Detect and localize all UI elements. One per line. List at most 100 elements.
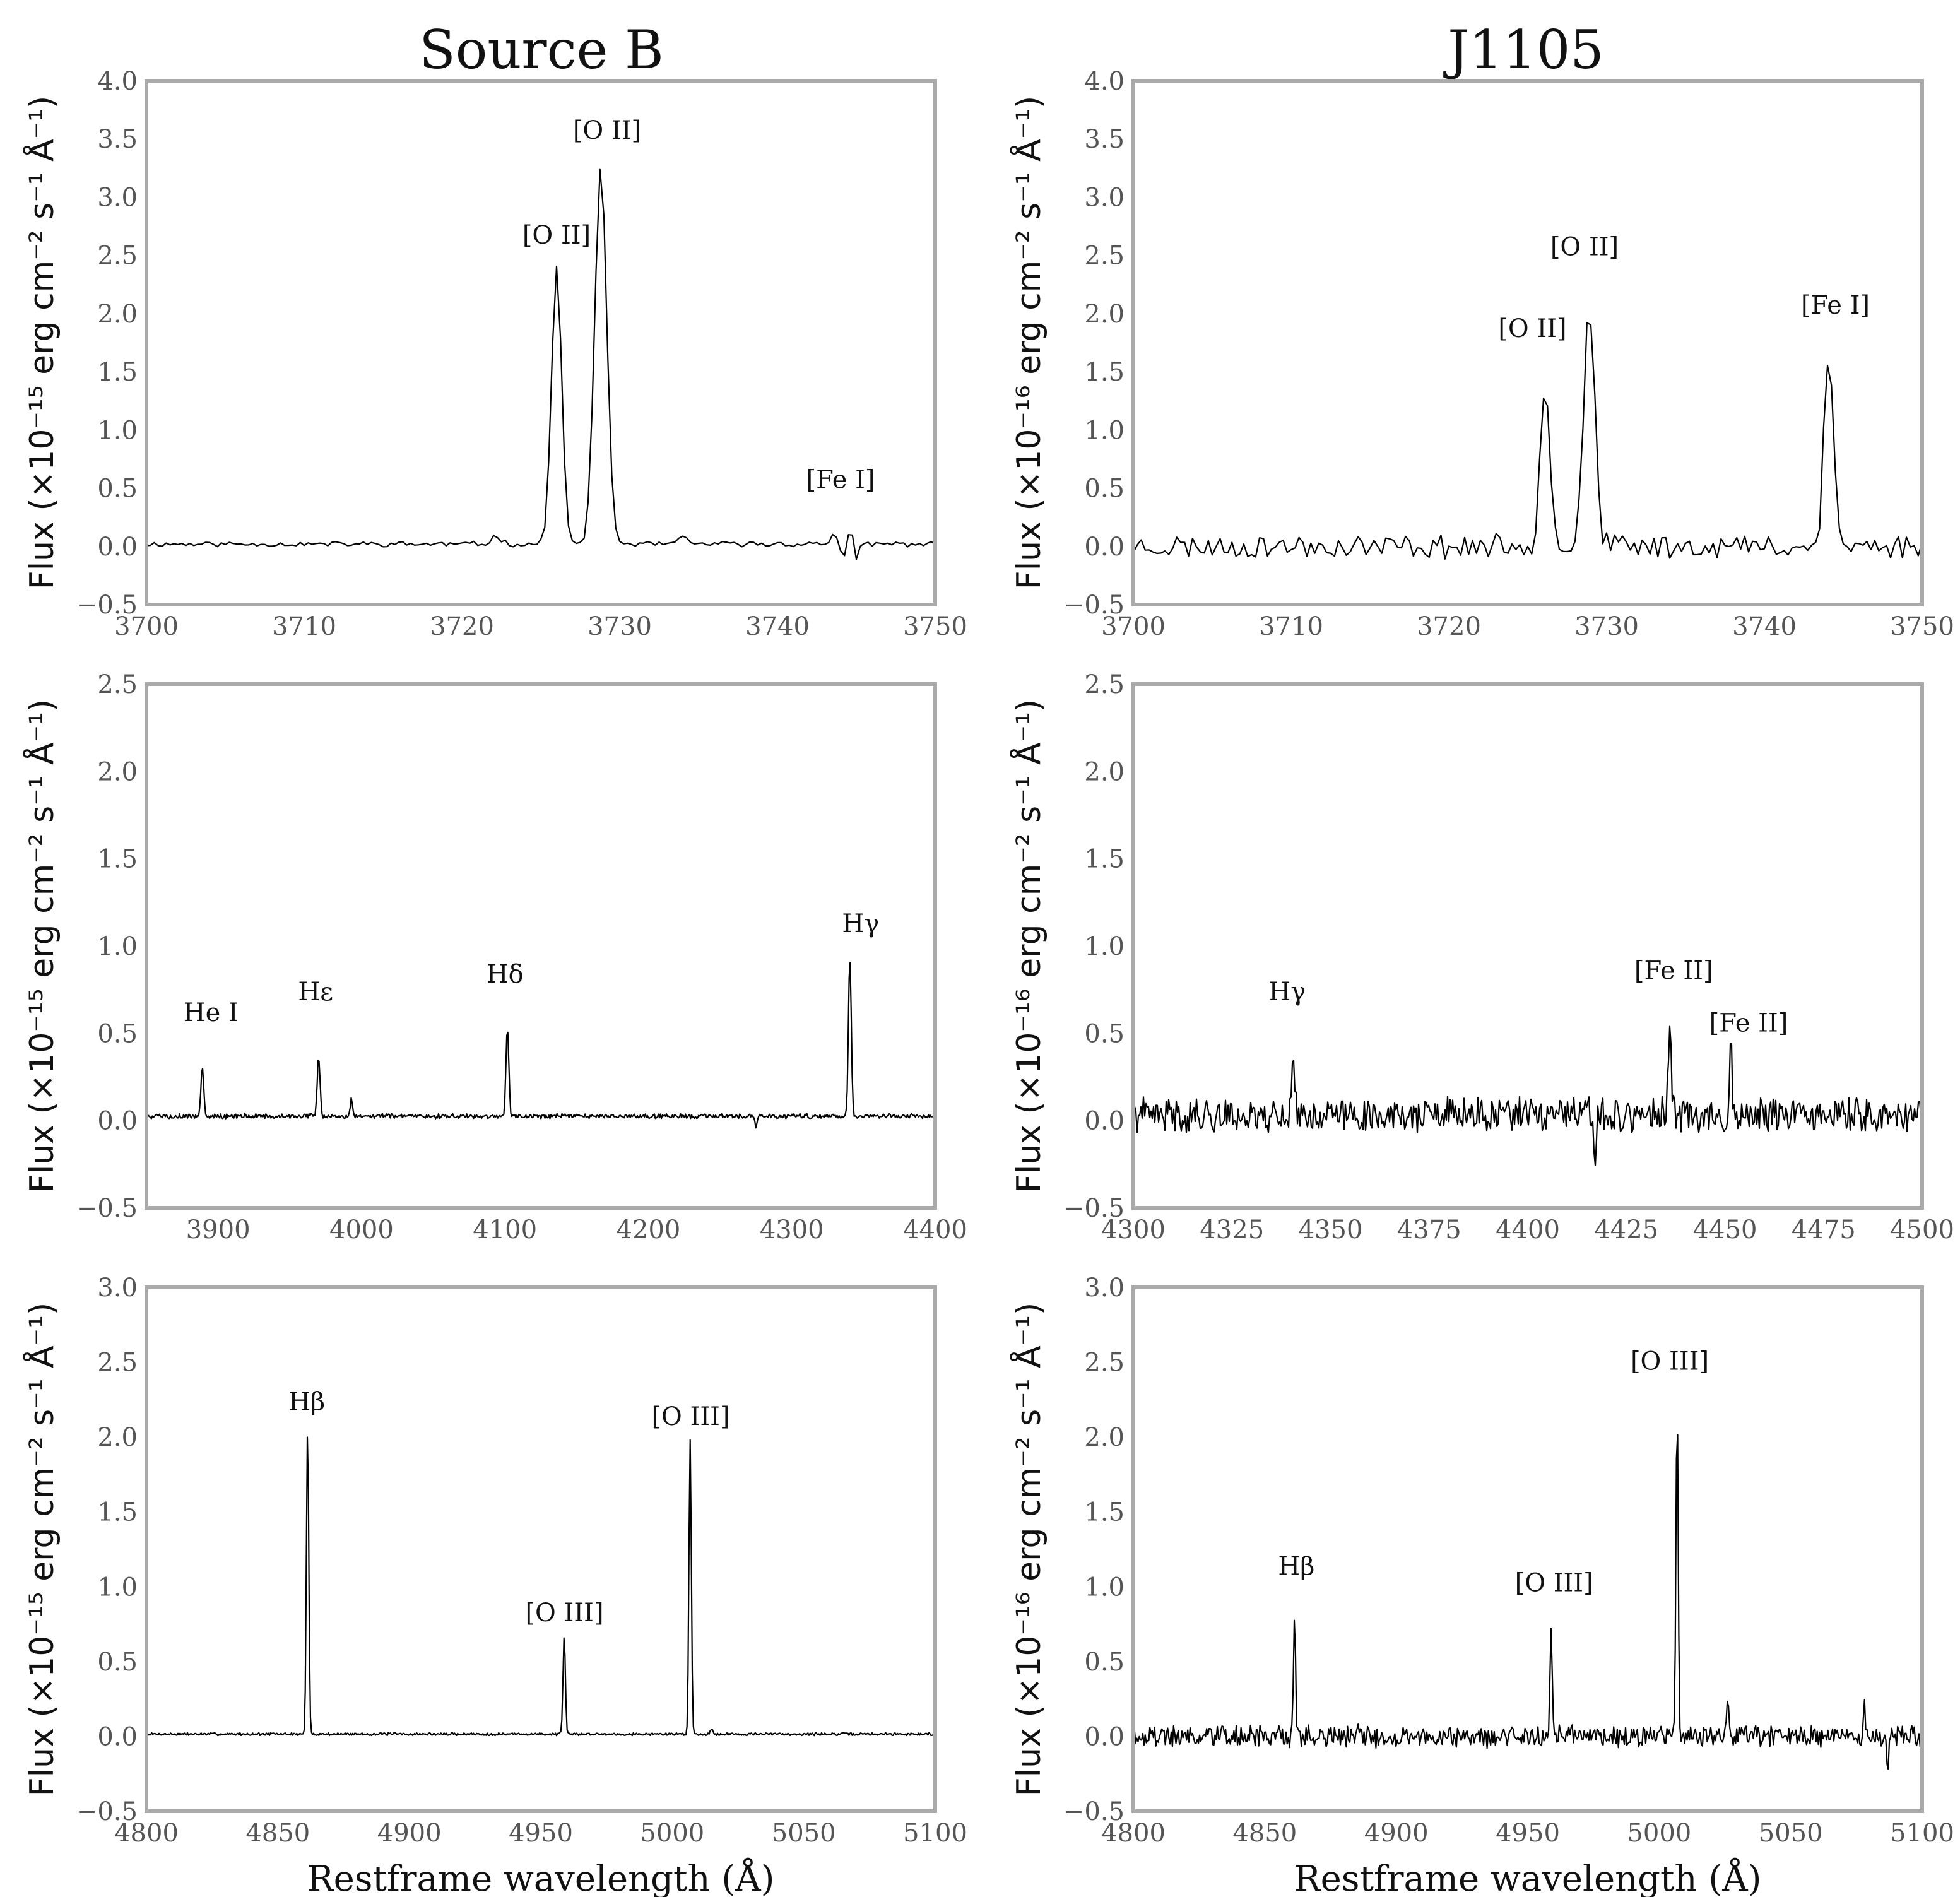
y-axis-label: Flux (×10⁻¹⁵ erg cm⁻² s⁻¹ Å⁻¹) bbox=[22, 96, 61, 589]
x-tick-label: 4300 bbox=[760, 1215, 824, 1244]
line-annotation: [O III] bbox=[1515, 1568, 1593, 1597]
y-tick-label: 1.0 bbox=[97, 1573, 138, 1602]
panel-4: −0.5 0.0 0.5 1.0 1.5 2.0 2.5 3.0 4800 4850 4900 495… bbox=[22, 1274, 967, 1897]
x-tick-label: 3710 bbox=[1259, 612, 1323, 641]
line-annotation: Hβ bbox=[1278, 1552, 1314, 1581]
y-tick-label: 2.5 bbox=[1084, 1349, 1125, 1378]
y-axis-label: Flux (×10⁻¹⁶ erg cm⁻² s⁻¹ Å⁻¹) bbox=[1009, 699, 1048, 1193]
spectrum-line bbox=[1133, 1434, 1922, 1770]
line-annotation: [Fe I] bbox=[806, 466, 875, 495]
panels-group: −0.5 0.0 0.5 1.0 1.5 2.0 2.5 3.0 3.5 4.0 3700 3710 3… bbox=[22, 67, 1954, 1897]
x-tick-label: 4450 bbox=[1693, 1215, 1757, 1244]
panel-5: −0.5 0.0 0.5 1.0 1.5 2.0 2.5 3.0 4800 4850 4900 495… bbox=[1009, 1274, 1954, 1897]
x-tick-label: 3740 bbox=[1732, 612, 1797, 641]
y-tick-label: 0.5 bbox=[97, 1019, 138, 1048]
y-tick-label: 2.5 bbox=[97, 242, 138, 271]
panel-frame bbox=[145, 682, 937, 1210]
x-tick-label: 3720 bbox=[430, 612, 494, 641]
y-tick-label: 0.0 bbox=[1084, 1107, 1125, 1136]
panel-3: −0.5 0.0 0.5 1.0 1.5 2.0 2.5 4300 4325 4350 4375 44… bbox=[1009, 670, 1954, 1244]
y-tick-label: 1.0 bbox=[97, 932, 138, 961]
line-annotation: [Fe II] bbox=[1709, 1009, 1788, 1038]
y-tick-label: 1.0 bbox=[1084, 1573, 1125, 1602]
x-tick-label: 4400 bbox=[1496, 1215, 1560, 1244]
x-tick-label: 4850 bbox=[1232, 1819, 1297, 1848]
y-tick-label: 3.5 bbox=[1084, 125, 1125, 154]
spectrum-line bbox=[146, 961, 935, 1129]
x-tick-label: 3750 bbox=[1890, 612, 1954, 641]
x-tick-label: 3900 bbox=[186, 1215, 251, 1244]
y-axis-label: Flux (×10⁻¹⁵ erg cm⁻² s⁻¹ Å⁻¹) bbox=[22, 699, 61, 1193]
x-tick-label: 4950 bbox=[509, 1819, 573, 1848]
panel-1: −0.5 0.0 0.5 1.0 1.5 2.0 2.5 3.0 3.5 4.0 3700 3710 3… bbox=[1009, 67, 1954, 641]
y-tick-label: 0.0 bbox=[97, 1107, 138, 1136]
y-tick-label: 2.0 bbox=[1084, 1423, 1125, 1452]
x-tick-label: 4950 bbox=[1496, 1819, 1560, 1848]
y-tick-label: 1.5 bbox=[1084, 1498, 1125, 1527]
x-tick-label: 4500 bbox=[1890, 1215, 1954, 1244]
line-annotation: Hγ bbox=[842, 909, 879, 938]
x-tick-label: 5100 bbox=[903, 1819, 967, 1848]
y-tick-label: 0.5 bbox=[97, 475, 138, 504]
x-tick-label: 4475 bbox=[1792, 1215, 1856, 1244]
y-tick-label: 0.5 bbox=[1084, 1019, 1125, 1048]
x-tick-label: 3730 bbox=[587, 612, 652, 641]
y-tick-label: 1.0 bbox=[1084, 932, 1125, 961]
x-tick-label: 3750 bbox=[903, 612, 967, 641]
y-axis-label: Flux (×10⁻¹⁶ erg cm⁻² s⁻¹ Å⁻¹) bbox=[1009, 96, 1048, 589]
x-tick-label: 5050 bbox=[772, 1819, 836, 1848]
y-tick-label: 2.0 bbox=[1084, 300, 1125, 329]
spectrum-line bbox=[146, 168, 935, 560]
y-tick-label: 2.5 bbox=[97, 670, 138, 699]
y-tick-label: 3.0 bbox=[97, 183, 138, 212]
line-annotation: [Fe II] bbox=[1634, 957, 1713, 986]
y-tick-label: −0.5 bbox=[1063, 1797, 1125, 1826]
y-tick-label: 0.0 bbox=[97, 1722, 138, 1751]
y-tick-label: 2.0 bbox=[97, 757, 138, 786]
x-tick-label: 5050 bbox=[1759, 1819, 1823, 1848]
spectrum-line bbox=[1133, 322, 1922, 560]
x-tick-label: 4900 bbox=[377, 1819, 442, 1848]
x-tick-label: 4850 bbox=[245, 1819, 310, 1848]
y-tick-label: 3.0 bbox=[1084, 183, 1125, 212]
y-tick-label: 0.0 bbox=[97, 533, 138, 562]
line-annotation: [O III] bbox=[525, 1599, 603, 1628]
x-tick-label: 4425 bbox=[1594, 1215, 1658, 1244]
x-tick-label: 4400 bbox=[903, 1215, 967, 1244]
panel-frame bbox=[145, 1285, 937, 1813]
spectrum-line bbox=[1133, 1025, 1922, 1167]
column-title-left: Source B bbox=[419, 19, 664, 81]
x-tick-label: 4375 bbox=[1397, 1215, 1461, 1244]
y-tick-label: 1.5 bbox=[97, 358, 138, 387]
x-tick-label: 4800 bbox=[1101, 1819, 1166, 1848]
y-tick-label: 4.0 bbox=[97, 67, 138, 96]
y-tick-label: 1.5 bbox=[1084, 358, 1125, 387]
y-tick-label: 1.5 bbox=[97, 1498, 138, 1527]
x-tick-label: 4200 bbox=[617, 1215, 681, 1244]
y-tick-label: 2.5 bbox=[1084, 670, 1125, 699]
y-tick-label: 2.0 bbox=[97, 1423, 138, 1452]
panel-frame bbox=[145, 79, 937, 606]
x-tick-label: 5000 bbox=[640, 1819, 704, 1848]
line-annotation: Hδ bbox=[487, 960, 524, 989]
line-annotation: Hβ bbox=[288, 1387, 325, 1416]
y-tick-label: −0.5 bbox=[76, 1797, 138, 1826]
y-axis-label: Flux (×10⁻¹⁵ erg cm⁻² s⁻¹ Å⁻¹) bbox=[22, 1303, 61, 1796]
line-annotation: [Fe I] bbox=[1801, 291, 1870, 320]
x-tick-label: 3720 bbox=[1417, 612, 1481, 641]
y-tick-label: 2.0 bbox=[1084, 757, 1125, 786]
line-annotation: Hγ bbox=[1268, 978, 1306, 1007]
x-tick-label: 3730 bbox=[1574, 612, 1639, 641]
x-tick-label: 3710 bbox=[272, 612, 336, 641]
line-annotation: Hε bbox=[298, 978, 333, 1007]
x-tick-label: 4800 bbox=[114, 1819, 179, 1848]
y-tick-label: 3.0 bbox=[97, 1274, 138, 1303]
y-tick-label: 1.5 bbox=[1084, 845, 1125, 874]
line-annotation: [O II] bbox=[1498, 314, 1566, 343]
y-tick-label: −0.5 bbox=[1063, 591, 1125, 620]
line-annotation: [O II] bbox=[522, 221, 591, 250]
y-tick-label: 2.0 bbox=[97, 300, 138, 329]
y-tick-label: 2.5 bbox=[1084, 242, 1125, 271]
panel-0: −0.5 0.0 0.5 1.0 1.5 2.0 2.5 3.0 3.5 4.0 3700 3710 3… bbox=[22, 67, 967, 641]
